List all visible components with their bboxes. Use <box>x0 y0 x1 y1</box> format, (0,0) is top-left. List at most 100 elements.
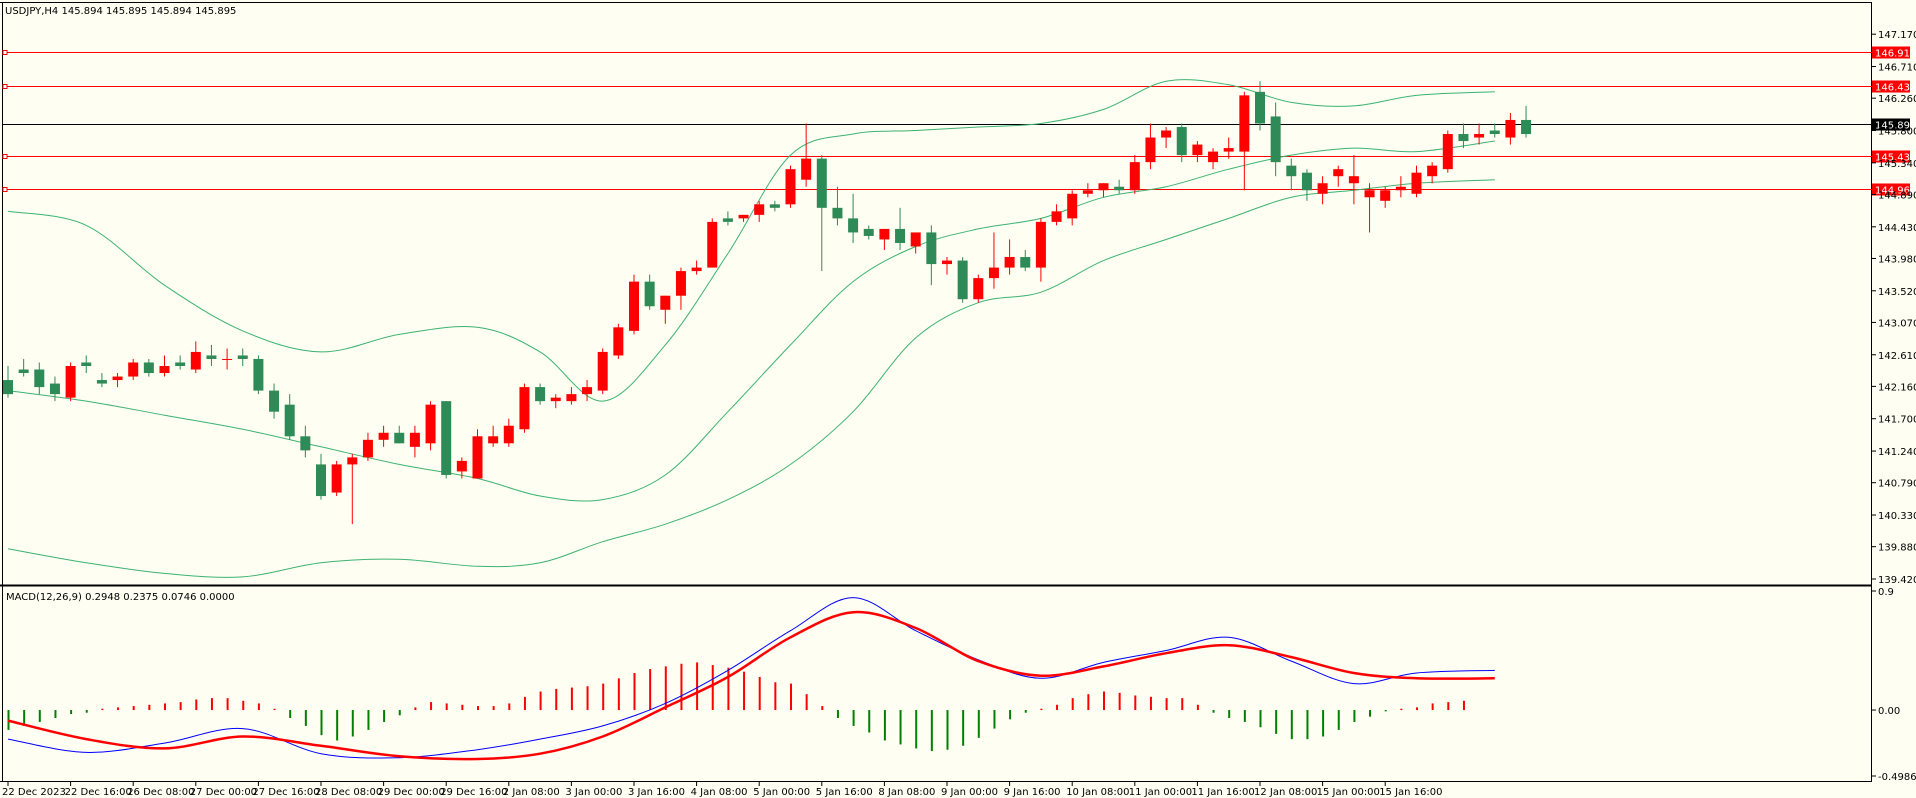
candle-body-4 <box>65 366 76 398</box>
candle-body-13 <box>206 355 217 359</box>
level-tag-3: 144.968 <box>1875 186 1916 197</box>
candle-body-72 <box>1129 162 1140 191</box>
candle-body-93 <box>1458 134 1469 142</box>
candle-body-73 <box>1145 137 1156 163</box>
time-tick-label-2: 26 Dec 08:00 <box>127 787 194 798</box>
candle-body-67 <box>1051 211 1062 222</box>
price-tick-label-2: 146.260 <box>1878 94 1916 105</box>
candle-body-15 <box>237 355 248 359</box>
price-tick-label-5: 144.890 <box>1878 190 1916 201</box>
time-tick-label-12: 5 Jan 00:00 <box>753 787 810 798</box>
candle-body-62 <box>973 278 984 300</box>
candle-body-88 <box>1380 190 1391 201</box>
candle-body-9 <box>143 362 154 374</box>
time-tick-label-10: 3 Jan 16:00 <box>628 787 685 798</box>
candle-body-86 <box>1348 176 1359 184</box>
price-axis: 147.170 146.710 146.260 145.800 145.340 144.8… <box>1872 30 1916 783</box>
time-tick-label-19: 11 Jan 16:00 <box>1191 787 1254 798</box>
candle-body-70 <box>1098 183 1109 191</box>
time-tick-label-5: 28 Dec 08:00 <box>315 787 382 798</box>
candle-body-26 <box>409 432 420 447</box>
candle-body-22 <box>347 457 358 465</box>
candle-body-48 <box>754 204 765 215</box>
time-tick-label-3: 27 Dec 00:00 <box>190 787 257 798</box>
price-tick-label-11: 142.160 <box>1878 382 1916 393</box>
candle-body-27 <box>425 404 436 444</box>
candle-body-66 <box>1035 221 1046 268</box>
candle-body-43 <box>675 271 686 296</box>
current-price-tag: 145.895 <box>1875 121 1916 132</box>
candle-body-60 <box>942 260 952 265</box>
candle-body-28 <box>441 401 452 475</box>
candle-body-41 <box>644 281 655 307</box>
candle-body-61 <box>957 260 968 300</box>
horizontal-levels: 146.915 146.439 145.439 144.968 145.895 <box>2 46 1916 197</box>
time-tick-label-1: 22 Dec 16:00 <box>65 787 132 798</box>
main-chart-background <box>0 0 1872 585</box>
candle-body-3 <box>49 383 60 395</box>
level-tag-0: 146.915 <box>1875 49 1916 60</box>
candle-body-56 <box>879 228 890 240</box>
time-tick-label-4: 27 Dec 16:00 <box>252 787 319 798</box>
macd-tick-label-2: -0.4986 <box>1878 772 1916 783</box>
price-tick-label-6: 144.430 <box>1878 223 1916 234</box>
candle-body-11 <box>175 362 186 366</box>
candle-body-84 <box>1317 183 1328 194</box>
price-tick-label-9: 143.070 <box>1878 318 1916 329</box>
price-tick-label-17: 139.420 <box>1878 575 1916 586</box>
price-tick-label-0: 147.170 <box>1878 30 1916 41</box>
level-tag-1: 146.439 <box>1875 83 1916 94</box>
candle-body-83 <box>1301 172 1312 191</box>
candle-body-21 <box>331 464 342 493</box>
candle-body-57 <box>895 228 906 243</box>
time-tick-label-14: 8 Jan 08:00 <box>878 787 935 798</box>
candle-body-87 <box>1364 190 1375 198</box>
candle-body-71 <box>1114 186 1125 191</box>
macd-tick-label-1: 0.00 <box>1878 706 1900 717</box>
candle-body-17 <box>269 390 280 412</box>
candle-body-92 <box>1442 134 1453 170</box>
price-tick-label-3: 145.800 <box>1878 127 1916 138</box>
candle-body-47 <box>738 214 749 219</box>
candle-body-52 <box>816 158 827 208</box>
time-tick-label-15: 9 Jan 00:00 <box>941 787 998 798</box>
candle-body-96 <box>1505 119 1516 138</box>
candle-body-10 <box>159 366 170 374</box>
candle-body-46 <box>722 218 733 222</box>
candle-body-30 <box>472 436 483 479</box>
candle-body-50 <box>785 169 796 205</box>
candle-body-8 <box>128 362 139 377</box>
candle-body-63 <box>988 267 999 279</box>
price-tick-label-1: 146.710 <box>1878 63 1916 74</box>
candle-body-51 <box>801 158 812 180</box>
bollinger-bands <box>7 79 1495 578</box>
candle-body-54 <box>848 218 859 233</box>
candle-body-25 <box>394 432 405 444</box>
candle-body-0 <box>3 380 13 395</box>
candle-body-24 <box>378 432 389 440</box>
price-tick-label-8: 143.520 <box>1878 287 1916 298</box>
candle-body-31 <box>488 436 499 444</box>
candle-body-55 <box>863 228 874 236</box>
level-tag-2: 145.439 <box>1875 153 1916 164</box>
time-tick-label-21: 15 Jan 00:00 <box>1317 787 1380 798</box>
candle-body-35 <box>550 397 561 402</box>
time-tick-label-13: 5 Jan 16:00 <box>816 787 873 798</box>
time-tick-label-7: 29 Dec 16:00 <box>440 787 507 798</box>
level-tag-bg-0 <box>1872 46 1910 59</box>
signal-line <box>7 610 1495 761</box>
bollinger-lower <box>7 179 1495 578</box>
candle-body-75 <box>1176 126 1187 156</box>
macd-line <box>7 597 1495 759</box>
time-tick-label-22: 15 Jan 16:00 <box>1379 787 1442 798</box>
candle-body-18 <box>284 404 295 437</box>
candle-body-37 <box>582 387 593 395</box>
candle-body-89 <box>1395 186 1406 191</box>
candle-body-12 <box>190 351 201 370</box>
candle-body-58 <box>910 232 921 247</box>
level-anchor-2 <box>2 154 8 159</box>
candle-body-95 <box>1489 130 1500 135</box>
time-tick-label-8: 2 Jan 08:00 <box>503 787 560 798</box>
